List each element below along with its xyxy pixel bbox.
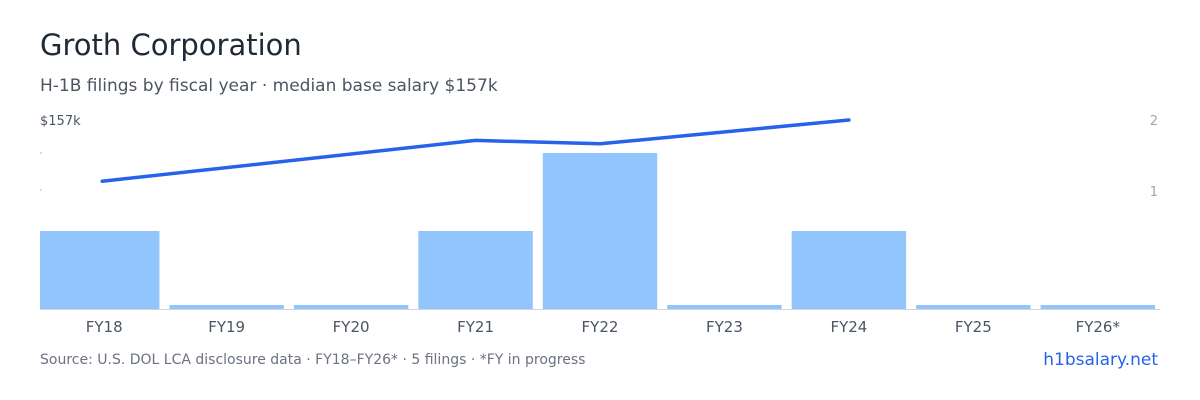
x-tick-label: FY21 [457,318,494,336]
x-tick-label: FY25 [955,318,992,336]
bar-fy21 [418,231,533,309]
chart-title: Groth Corporation [40,28,302,62]
left-axis-tick-dot [40,152,42,154]
x-tick-label: FY24 [830,318,867,336]
x-tick-label: FY18 [86,318,123,336]
bar-fy24 [791,231,907,309]
bar-fy19 [169,305,284,309]
bar-fy23 [667,305,782,309]
right-axis-tick-label: 1 [1150,185,1158,200]
source-note: Source: U.S. DOL LCA disclosure data · F… [40,352,586,368]
left-axis-tick-dot [40,189,42,191]
median-salary-line [100,118,851,183]
x-tick-label: FY23 [706,318,743,336]
bar-fy26p [1040,305,1155,309]
bar-fy25 [916,305,1031,309]
x-tick-label: FY22 [582,318,619,336]
x-tick-label: FY19 [208,318,245,336]
bar-fy22 [542,153,658,309]
x-tick-label: FY20 [333,318,370,336]
left-axis-label: $157k [40,114,81,129]
chart-subtitle: H-1B filings by fiscal year · median bas… [40,76,498,96]
bar-fy18 [40,231,160,309]
x-tick-label: FY26* [1076,318,1121,336]
bar-fy20 [293,305,409,309]
right-axis-tick-label: 2 [1150,114,1158,129]
brand-link[interactable]: h1bsalary.net [1043,350,1158,370]
